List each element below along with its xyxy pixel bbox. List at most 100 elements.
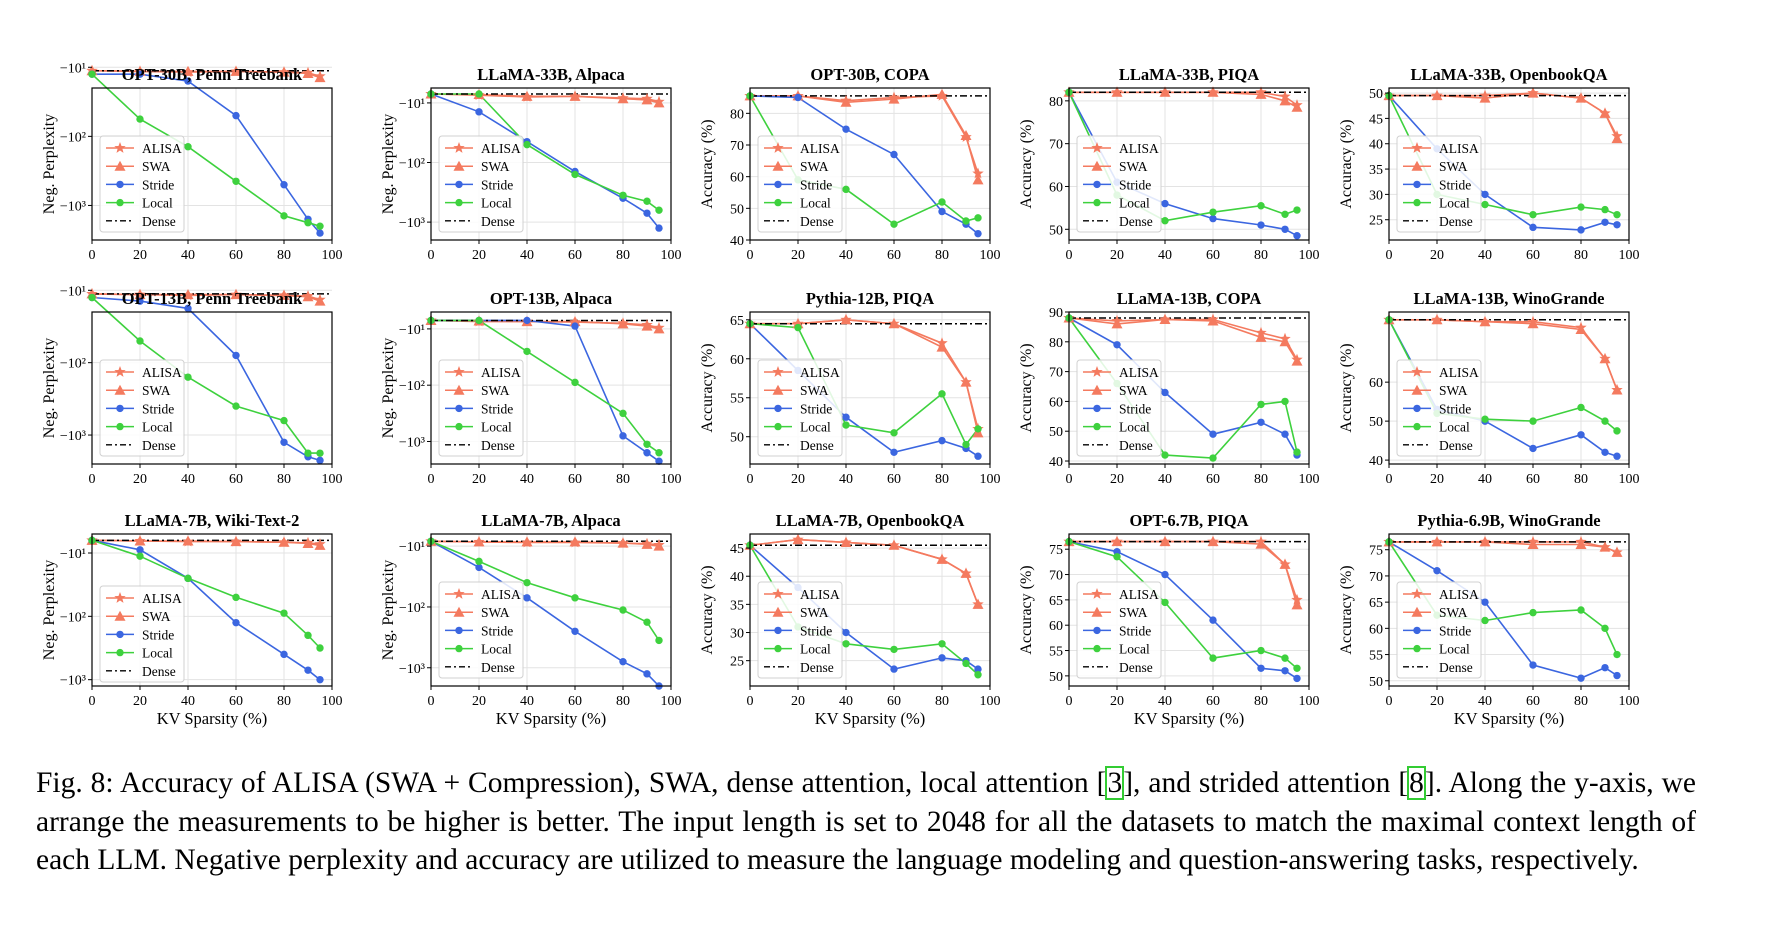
figure-caption: Fig. 8: Accuracy of ALISA (SWA + Compres…	[36, 764, 1696, 880]
x-tick-label: 100	[1619, 248, 1640, 263]
y-tick-label: 75	[1049, 543, 1063, 558]
chart-title: LLaMA-13B, WinoGrande	[1414, 289, 1605, 308]
legend-box	[1396, 359, 1482, 457]
legend-label: Stride	[142, 177, 174, 192]
y-tick-label: 40	[730, 570, 744, 585]
legend-label: Dense	[800, 214, 834, 229]
x-tick-label: 0	[747, 472, 754, 487]
legend-label: Local	[481, 420, 512, 435]
data-point-stride	[1113, 548, 1121, 556]
data-point-local	[571, 594, 579, 602]
data-point-swa	[1207, 315, 1219, 326]
x-tick-label: 100	[1619, 694, 1640, 709]
data-point-swa	[960, 376, 972, 387]
legend-marker-alisa	[453, 588, 465, 599]
data-point-swa	[1575, 324, 1587, 335]
legend-label: Stride	[1439, 401, 1471, 416]
legend-marker-swa	[453, 606, 465, 617]
y-tick-label: 50	[1049, 223, 1063, 238]
legend-label: ALISA	[142, 591, 182, 606]
x-tick-label: 0	[1066, 472, 1073, 487]
data-point-stride	[655, 224, 663, 232]
data-point-swa	[1599, 353, 1611, 364]
legend-label: Stride	[800, 177, 832, 192]
legend-marker-local	[1093, 422, 1101, 431]
x-tick-label: 40	[520, 248, 534, 263]
data-point-local	[842, 185, 850, 194]
y-axis-label: Accuracy (%)	[1018, 565, 1035, 654]
x-tick-label: 80	[1574, 472, 1588, 487]
x-axis-label: KV Sparsity (%)	[1134, 709, 1245, 728]
data-point-swa	[1611, 384, 1623, 395]
data-point-local	[1529, 210, 1537, 219]
legend-label: ALISA	[1119, 587, 1159, 602]
legend-label: Dense	[481, 214, 515, 229]
data-point-stride	[938, 654, 946, 662]
data-point-swa	[302, 67, 314, 78]
data-point-stride	[136, 297, 144, 305]
data-point-local	[794, 323, 802, 332]
data-point-local	[304, 631, 312, 640]
legend-label: ALISA	[1439, 141, 1479, 156]
data-point-local	[475, 557, 483, 566]
legend-label: Dense	[1439, 438, 1473, 453]
legend-marker-local	[1413, 644, 1421, 653]
y-tick-label: 60	[1049, 619, 1063, 634]
data-point-swa	[617, 537, 629, 548]
data-point-local	[1293, 448, 1301, 456]
legend-marker-local	[455, 198, 463, 207]
data-point-stride	[316, 229, 324, 237]
data-point-stride	[475, 563, 483, 572]
data-point-swa	[641, 94, 653, 105]
data-point-swa	[302, 538, 314, 548]
chart-panel-4: 0 20 40 60 80 100 50 60 70 80 LLaMA-33B, PIQA Accur…	[1018, 65, 1320, 263]
data-point-swa	[1611, 546, 1623, 557]
x-tick-label: 40	[1478, 248, 1492, 263]
caption-part-2: ], and strided attention [	[1123, 767, 1409, 799]
y-tick-label: 70	[1049, 569, 1063, 584]
data-point-stride	[184, 304, 192, 313]
data-point-local	[184, 373, 192, 381]
legend-box	[99, 359, 185, 457]
data-point-stride	[619, 657, 627, 666]
y-tick-label: 80	[730, 107, 744, 122]
legend-label: Dense	[481, 438, 515, 453]
citation-link-3[interactable]: 3	[1105, 766, 1125, 800]
x-tick-label: 40	[839, 248, 853, 263]
legend-label: Stride	[800, 623, 832, 638]
chart-panel-8: 0 20 40 60 80 100 50 55 60 65 Pythia-12B, PIQA Accu…	[699, 289, 1001, 487]
x-tick-label: 20	[1110, 694, 1124, 709]
legend-label: SWA	[1119, 605, 1148, 620]
data-point-swa	[1255, 331, 1267, 342]
chart-title: LLaMA-13B, COPA	[1117, 289, 1262, 308]
y-tick-label: 35	[1369, 163, 1383, 178]
x-tick-label: 80	[935, 248, 949, 263]
legend-label: Stride	[481, 177, 513, 192]
data-point-swa	[1111, 536, 1123, 547]
legend-marker-stride	[1413, 180, 1421, 189]
data-point-local	[1281, 210, 1289, 219]
data-point-swa	[936, 88, 948, 99]
legend-marker-stride	[774, 404, 782, 413]
legend-label: Dense	[1119, 660, 1153, 675]
data-point-local	[974, 214, 982, 222]
y-axis-label: Accuracy (%)	[1018, 119, 1035, 208]
data-point-swa	[182, 289, 194, 300]
x-tick-label: 20	[472, 694, 486, 709]
legend-label: Dense	[1119, 438, 1153, 453]
data-point-local	[643, 197, 651, 205]
data-point-swa	[840, 314, 852, 325]
x-tick-label: 0	[1066, 694, 1073, 709]
legend-label: SWA	[481, 383, 510, 398]
data-point-swa	[653, 540, 665, 551]
chart-title: OPT-30B, Penn Treebank	[122, 65, 303, 84]
citation-link-8[interactable]: 8	[1407, 766, 1426, 800]
data-point-local	[1601, 205, 1609, 214]
legend-box	[438, 359, 524, 457]
x-tick-label: 100	[322, 694, 343, 709]
data-point-local	[136, 552, 144, 560]
data-point-stride	[655, 457, 663, 465]
data-point-local	[1481, 616, 1489, 625]
data-point-local	[643, 440, 651, 448]
legend-box	[99, 585, 185, 683]
